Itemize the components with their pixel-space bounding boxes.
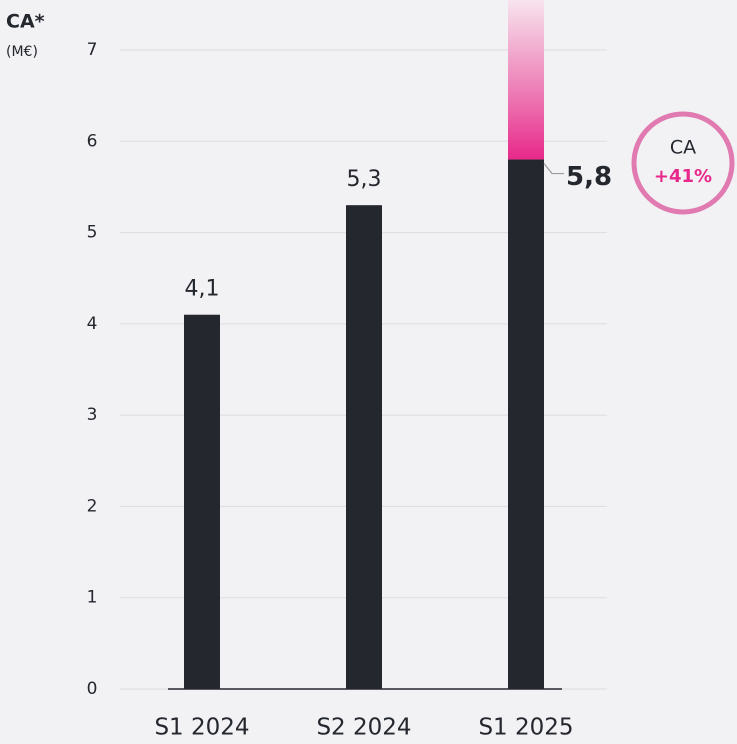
value-label: 5,3 (347, 167, 382, 192)
y-tick-label: 0 (87, 679, 98, 699)
badge-value: +41% (654, 166, 712, 187)
unit-label: (M€) (6, 44, 38, 60)
x-tick-label: S2 2024 (316, 715, 411, 741)
y-tick-label: 4 (87, 314, 98, 334)
y-tick-label: 7 (87, 40, 98, 60)
y-tick-label: 2 (87, 496, 98, 516)
y-tick-label: 3 (87, 405, 98, 425)
y-tick-label: 6 (87, 131, 98, 151)
y-tick-label: 1 (87, 588, 98, 608)
bar (508, 159, 544, 690)
badge-label: CA (670, 137, 696, 159)
chart-title: CA* (6, 11, 45, 33)
x-tick-label: S1 2025 (478, 715, 573, 741)
growth-badge (631, 111, 735, 215)
leader-line (543, 163, 564, 175)
x-tick-label: S1 2024 (154, 715, 249, 741)
value-label: 5,8 (566, 162, 612, 192)
highlight-decoration (508, 0, 544, 160)
value-label: 4,1 (185, 277, 220, 302)
bar (184, 314, 220, 689)
y-tick-label: 5 (87, 223, 98, 243)
bar (346, 205, 382, 689)
